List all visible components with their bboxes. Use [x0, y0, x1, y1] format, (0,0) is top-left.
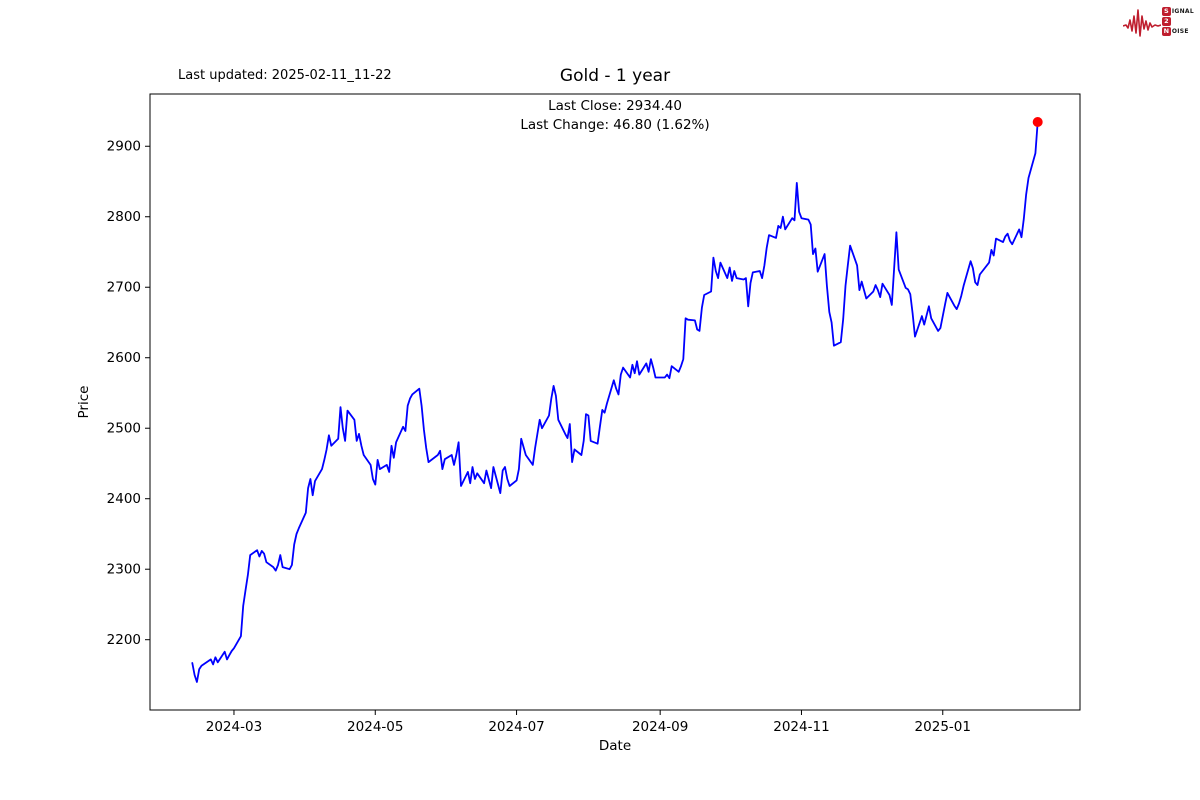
x-tick-label: 2024-03: [206, 719, 262, 735]
last-updated-text: Last updated: 2025-02-11_11-22: [178, 68, 392, 83]
logo-box-s: S: [1161, 6, 1171, 16]
waveform-icon: [1122, 9, 1161, 37]
axes-frame: [149, 93, 1081, 711]
y-tick-label: 2400: [107, 491, 141, 507]
x-tick-label: 2024-09: [632, 719, 688, 735]
y-axis-title: Price: [76, 385, 92, 419]
x-tick-label: 2024-11: [773, 719, 829, 735]
last-close-text: Last Close: 2934.40: [548, 98, 682, 114]
y-tick-label: 2900: [107, 139, 141, 155]
x-tick-label: 2024-07: [488, 719, 544, 735]
last-change-text: Last Change: 46.80 (1.62%): [520, 117, 710, 133]
logo-line-noise: N OISE: [1161, 26, 1189, 36]
x-tick-label: 2025-01: [915, 719, 971, 735]
logo-line-signal: S IGNAL: [1161, 6, 1194, 16]
last-close-marker: [1032, 117, 1043, 127]
x-tick-label: 2024-05: [347, 719, 403, 735]
logo-line-2: 2: [1161, 16, 1194, 26]
y-tick-label: 2800: [107, 209, 141, 225]
y-tick-label: 2500: [107, 421, 141, 437]
logo-box-2: 2: [1161, 16, 1171, 26]
s2n-logo: S IGNAL 2 N OISE: [1122, 4, 1194, 38]
y-tick-label: 2600: [107, 350, 141, 366]
y-tick-label: 2200: [107, 632, 141, 648]
y-tick-label: 2700: [107, 280, 141, 296]
chart-annotation: Last Close: 2934.40 Last Change: 46.80 (…: [150, 97, 1080, 135]
x-axis-title: Date: [598, 738, 632, 754]
logo-text: S IGNAL 2 N OISE: [1161, 6, 1194, 36]
price-line: [191, 121, 1039, 683]
y-tick-label: 2300: [107, 562, 141, 578]
chart-title: Gold - 1 year: [559, 66, 671, 86]
logo-box-n: N: [1161, 26, 1171, 36]
